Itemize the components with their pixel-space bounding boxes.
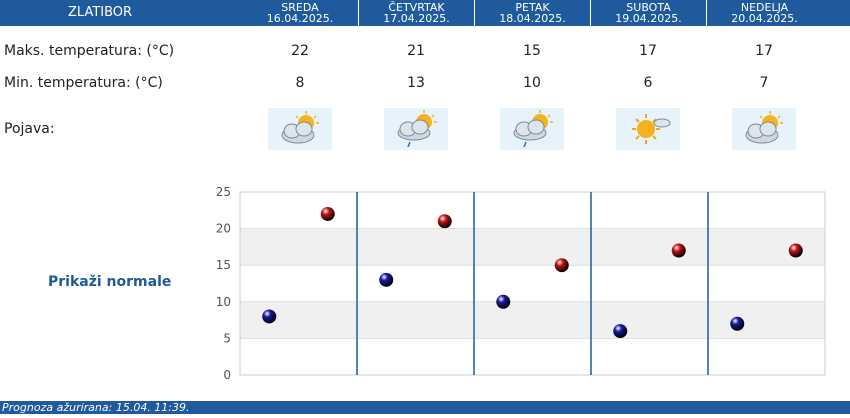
max-temperature-label: Maks. temperatura: (°C) [4, 43, 175, 59]
y-tick-label: 15 [216, 258, 231, 272]
day-header-4: SUBOTA 19.04.2025. [590, 0, 706, 26]
partly-cloudy-icon [732, 108, 796, 150]
max-temperature-value: 17 [639, 43, 657, 59]
y-tick-label: 0 [223, 368, 231, 382]
min-temperature-row: Min. temperatura: (°C) 8 13 10 6 7 [0, 72, 850, 94]
day-header-5: NEDELJA 20.04.2025. [706, 0, 822, 26]
min-temperature-point [730, 316, 745, 331]
partly-cloudy-rain-icon [500, 108, 564, 150]
min-temperature-point [262, 309, 277, 324]
day-header-2: ČETVRTAK 17.04.2025. [358, 0, 474, 26]
day-date: 19.04.2025. [615, 12, 682, 25]
max-temperature-point [437, 214, 452, 229]
station-name: ZLATIBOR [68, 5, 133, 20]
min-temperature-value: 8 [295, 75, 305, 91]
day-date: 16.04.2025. [266, 12, 334, 25]
grid-band [240, 228, 825, 266]
day-name: PETAK [515, 1, 550, 14]
max-temperature-point [788, 243, 803, 258]
mostly-sunny-icon [616, 108, 680, 150]
temperature-chart: 0 5 10 15 20 25 [216, 185, 826, 382]
weather-condition-row: Pojava: [0, 106, 850, 152]
min-temperature-label: Min. temperatura: (°C) [4, 75, 163, 91]
min-temperature-value: 13 [407, 75, 425, 91]
max-temperature-value: 17 [755, 43, 773, 59]
weather-condition-label: Pojava: [4, 121, 55, 137]
max-temperature-point [554, 258, 569, 273]
day-name: NEDELJA [740, 1, 789, 14]
max-temperature-row: Maks. temperatura: (°C) 22 21 15 17 17 [0, 40, 850, 62]
min-temperature-point [379, 272, 394, 287]
plot-area-border [239, 191, 826, 376]
partly-cloudy-icon [268, 108, 332, 150]
partly-cloudy-rain-icon [384, 108, 448, 150]
y-tick-label: 20 [216, 222, 231, 236]
show-normals-link[interactable]: Prikaži normale [48, 274, 172, 290]
day-header-3: PETAK 18.04.2025. [474, 0, 590, 26]
y-tick-label: 5 [223, 331, 231, 345]
grid-band [240, 301, 825, 339]
max-temperature-value: 21 [407, 43, 425, 59]
min-temperature-value: 7 [759, 75, 769, 91]
min-temperature-value: 10 [523, 75, 541, 91]
day-name: SUBOTA [626, 1, 671, 14]
y-tick-label: 25 [216, 185, 231, 199]
day-header-1: SREDA 16.04.2025. [242, 0, 358, 26]
day-date: 18.04.2025. [499, 12, 566, 25]
min-temperature-point [496, 294, 511, 309]
day-date: 20.04.2025. [731, 12, 798, 25]
day-name: ČETVRTAK [388, 1, 445, 14]
day-date: 17.04.2025. [383, 12, 450, 25]
max-temperature-value: 15 [523, 43, 541, 59]
y-tick-label: 10 [216, 295, 231, 309]
forecast-updated-footer: Prognoza ažurirana: 15.04. 11:39. [0, 401, 850, 414]
day-name: SREDA [281, 1, 319, 14]
min-temperature-value: 6 [643, 75, 653, 91]
max-temperature-point [671, 243, 686, 258]
max-temperature-value: 22 [291, 43, 309, 59]
forecast-header: ZLATIBOR SREDA 16.04.2025. ČETVRTAK 17.04.… [0, 0, 850, 26]
min-temperature-point [613, 324, 628, 339]
max-temperature-point [320, 206, 335, 221]
